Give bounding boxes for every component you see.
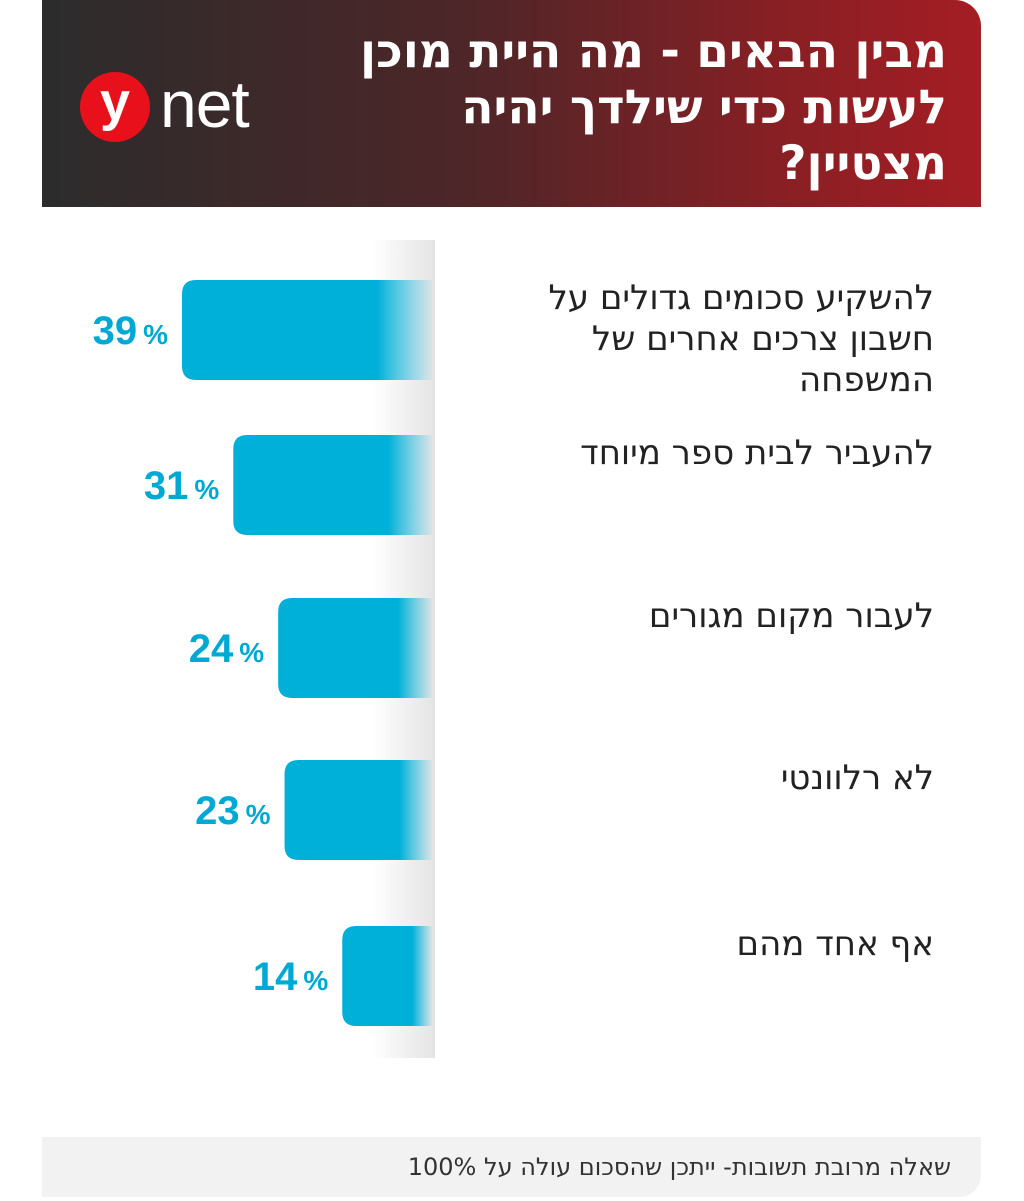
footer-bar: שאלה מרובת תשובות- ייתכן שהסכום עולה על … xyxy=(42,1137,981,1197)
bar-5 xyxy=(342,926,432,1026)
logo-mark: y xyxy=(80,72,150,142)
bar-3 xyxy=(278,598,432,698)
category-label-4: לא רלוונטי xyxy=(780,758,934,798)
data-label-4: 23% xyxy=(195,789,271,833)
bar-chart: 39 % 31 % 24 % 23 % 14% xyxy=(93,240,435,1058)
bar-1 xyxy=(182,280,432,380)
data-label-1: 39% xyxy=(93,309,169,353)
bar-4 xyxy=(284,760,432,860)
category-label-5: אף אחד מהם xyxy=(736,924,934,964)
header-banner: מבין הבאים - מה היית מוכן לעשות כדי שילד… xyxy=(42,0,981,207)
ynet-logo: y net xyxy=(80,67,270,142)
data-label-3: 24% xyxy=(189,627,265,671)
category-label-1: להשקיע סכומים גדולים על חשבון צרכים אחרי… xyxy=(548,278,934,400)
category-label-2: להעביר לבית ספר מיוחד xyxy=(580,433,934,473)
category-label-3: לעבור מקום מגורים xyxy=(648,596,934,636)
footnote: שאלה מרובת תשובות- ייתכן שהסכום עולה על … xyxy=(407,1153,951,1181)
logo-text: net xyxy=(160,67,250,141)
page-title: מבין הבאים - מה היית מוכן לעשות כדי שילד… xyxy=(360,24,947,191)
data-label-5: 14% xyxy=(253,955,329,999)
bar-2 xyxy=(233,435,432,535)
data-label-2: 31% xyxy=(144,464,219,508)
